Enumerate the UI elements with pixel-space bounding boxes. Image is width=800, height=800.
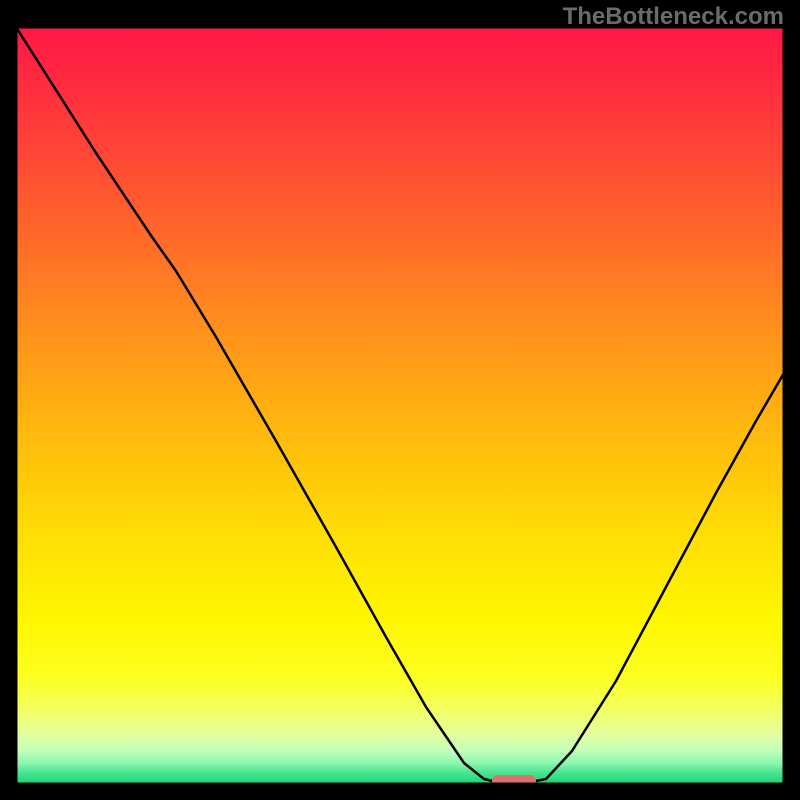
- watermark-text: TheBottleneck.com: [563, 3, 784, 31]
- chart-background: [16, 27, 784, 784]
- chart-svg: [16, 27, 784, 784]
- chart-frame: [16, 27, 784, 784]
